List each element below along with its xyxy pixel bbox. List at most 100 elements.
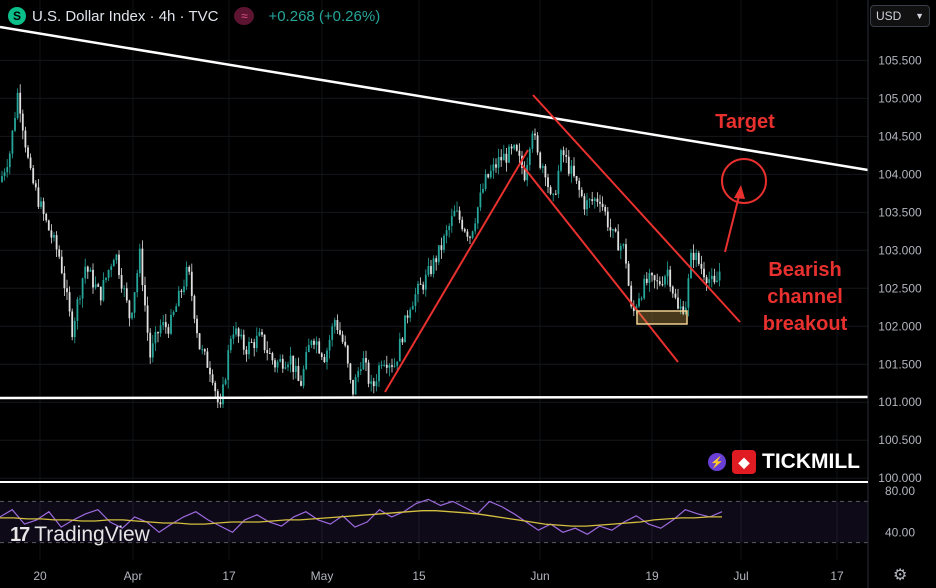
candle [167, 323, 170, 339]
rsi-tick-label: 80.00 [885, 484, 915, 498]
tickmill-logo-icon: ◆ [732, 450, 756, 474]
x-tick-label: 17 [222, 569, 236, 583]
candle [214, 380, 217, 398]
candle [250, 338, 253, 343]
annotation-breakout: Bearish channel breakout [763, 259, 848, 335]
candle [125, 282, 128, 303]
candle [287, 361, 289, 372]
candle [539, 151, 542, 170]
candle [180, 289, 183, 299]
candle [697, 250, 700, 266]
candle [313, 338, 315, 350]
candle [326, 347, 328, 370]
candle [531, 130, 534, 153]
candle [255, 327, 258, 353]
candle [378, 362, 380, 388]
candle [237, 327, 240, 343]
candle [297, 357, 300, 382]
candle [609, 218, 612, 238]
candle [123, 285, 126, 298]
candle [45, 212, 48, 223]
trendlines [0, 25, 869, 400]
candle [365, 350, 367, 372]
candle [63, 266, 66, 297]
candle [661, 276, 664, 287]
candle [417, 281, 419, 303]
rally-line [384, 149, 529, 393]
candle [424, 269, 427, 297]
indicator-wave-icon[interactable]: ≈ [234, 7, 255, 25]
candle [614, 227, 617, 233]
candle [466, 228, 469, 242]
candle [16, 88, 19, 120]
currency-value: USD [876, 9, 902, 23]
candle [170, 308, 172, 336]
candle [552, 193, 555, 202]
candle [456, 201, 458, 212]
candle [253, 338, 256, 357]
candle [495, 158, 497, 173]
candle [34, 180, 37, 191]
consolidation-box [636, 310, 688, 325]
candle [268, 348, 271, 354]
currency-selector[interactable]: USD ▼ [870, 5, 930, 27]
x-tick-label: 20 [33, 569, 47, 583]
candle [131, 312, 133, 320]
candle [159, 319, 162, 337]
candle [24, 126, 27, 153]
candle [375, 374, 378, 392]
candle [66, 279, 68, 301]
candle [346, 344, 349, 368]
candle [406, 310, 409, 324]
candle [643, 274, 646, 300]
annotation-target: Target [715, 111, 775, 133]
chart-title[interactable]: U.S. Dollar Index · 4h · TVC [32, 7, 219, 25]
candle [651, 271, 653, 282]
candle [276, 359, 279, 373]
y-tick-label: 100.500 [878, 433, 922, 447]
candle [557, 164, 560, 198]
candle [172, 310, 175, 317]
candle [209, 361, 211, 383]
candle [593, 196, 596, 209]
candle [320, 352, 323, 360]
candle [81, 277, 84, 308]
candle [146, 296, 149, 341]
candle [323, 354, 326, 364]
candle [669, 265, 672, 292]
candle [115, 253, 118, 264]
candle [718, 263, 721, 287]
candle [300, 375, 302, 387]
candle [40, 197, 42, 210]
candle [305, 346, 308, 371]
candle [136, 269, 139, 298]
candle [492, 157, 495, 179]
candle [645, 272, 648, 286]
candle [71, 308, 74, 341]
candle [625, 238, 627, 269]
candle [398, 332, 401, 362]
candle [471, 230, 474, 240]
candle [341, 330, 344, 344]
candle [245, 346, 248, 362]
gear-icon[interactable]: ⚙ [893, 567, 908, 584]
candle [497, 148, 500, 175]
candle [586, 193, 588, 217]
candle [107, 269, 110, 281]
candle [92, 263, 94, 294]
candle [648, 268, 651, 292]
candle [505, 147, 508, 172]
candle [528, 146, 531, 171]
candle [453, 205, 456, 217]
candle [510, 143, 513, 155]
candle [68, 286, 71, 317]
candle [601, 196, 604, 211]
x-tick-label: May [311, 569, 334, 583]
candle [157, 331, 159, 343]
candle [588, 197, 591, 209]
candle [573, 157, 575, 178]
candle [474, 218, 477, 235]
candle [284, 361, 287, 370]
